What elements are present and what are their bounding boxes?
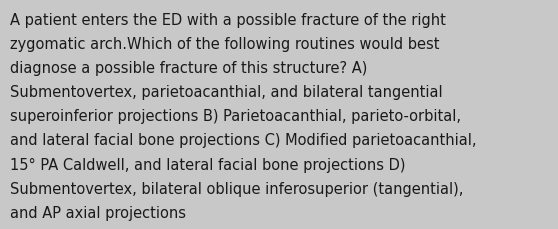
Text: diagnose a possible fracture of this structure? A): diagnose a possible fracture of this str… <box>10 61 367 76</box>
Text: superoinferior projections B) Parietoacanthial, parieto-orbital,: superoinferior projections B) Parietoaca… <box>10 109 461 124</box>
Text: Submentovertex, bilateral oblique inferosuperior (tangential),: Submentovertex, bilateral oblique infero… <box>10 181 463 196</box>
Text: A patient enters the ED with a possible fracture of the right: A patient enters the ED with a possible … <box>10 13 446 27</box>
Text: zygomatic arch.Which of the following routines would best: zygomatic arch.Which of the following ro… <box>10 37 440 52</box>
Text: and AP axial projections: and AP axial projections <box>10 205 186 220</box>
Text: Submentovertex, parietoacanthial, and bilateral tangential: Submentovertex, parietoacanthial, and bi… <box>10 85 442 100</box>
Text: and lateral facial bone projections C) Modified parietoacanthial,: and lateral facial bone projections C) M… <box>10 133 477 148</box>
Text: 15° PA Caldwell, and lateral facial bone projections D): 15° PA Caldwell, and lateral facial bone… <box>10 157 406 172</box>
